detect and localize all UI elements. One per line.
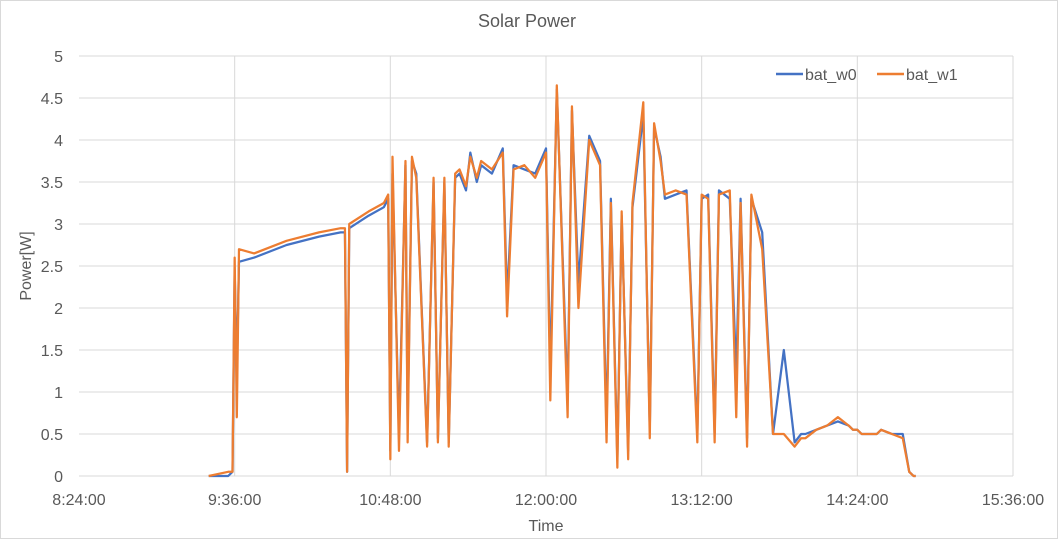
x-tick-label: 14:24:00 (826, 492, 888, 509)
legend: bat_w0 bat_w1 (776, 67, 958, 84)
y-tick-label: 3.5 (41, 175, 63, 192)
series-lines (208, 84, 916, 478)
legend-label-bat_w1: bat_w1 (906, 67, 958, 84)
y-tick-label: 4.5 (41, 91, 63, 108)
series-line-bat_w1 (208, 84, 916, 478)
y-tick-label: 0 (54, 469, 63, 486)
x-tick-label: 15:36:00 (982, 492, 1044, 509)
y-tick-label: 2.5 (41, 259, 63, 276)
y-axis-label: Power[W] (18, 231, 35, 300)
x-tick-label: 12:00:00 (515, 492, 577, 509)
y-tick-label: 2 (54, 301, 63, 318)
y-tick-label: 4 (54, 133, 63, 150)
y-tick-label: 1.5 (41, 343, 63, 360)
y-tick-label: 5 (54, 49, 63, 66)
axes: 0 0.5 1 1.5 2 2.5 3 3.5 4 4.5 5 8:24:00 9:36:00 10:48… (41, 49, 1044, 509)
x-tick-label: 8:24:00 (52, 492, 105, 509)
chart-title: Solar Power (478, 11, 576, 31)
x-tick-label: 13:12:00 (671, 492, 733, 509)
y-tick-label: 0.5 (41, 427, 63, 444)
y-tick-label: 3 (54, 217, 63, 234)
x-axis-label: Time (529, 518, 564, 535)
x-tick-label: 9:36:00 (208, 492, 261, 509)
legend-label-bat_w0: bat_w0 (805, 67, 857, 84)
y-tick-label: 1 (54, 385, 63, 402)
x-tick-label: 10:48:00 (359, 492, 421, 509)
